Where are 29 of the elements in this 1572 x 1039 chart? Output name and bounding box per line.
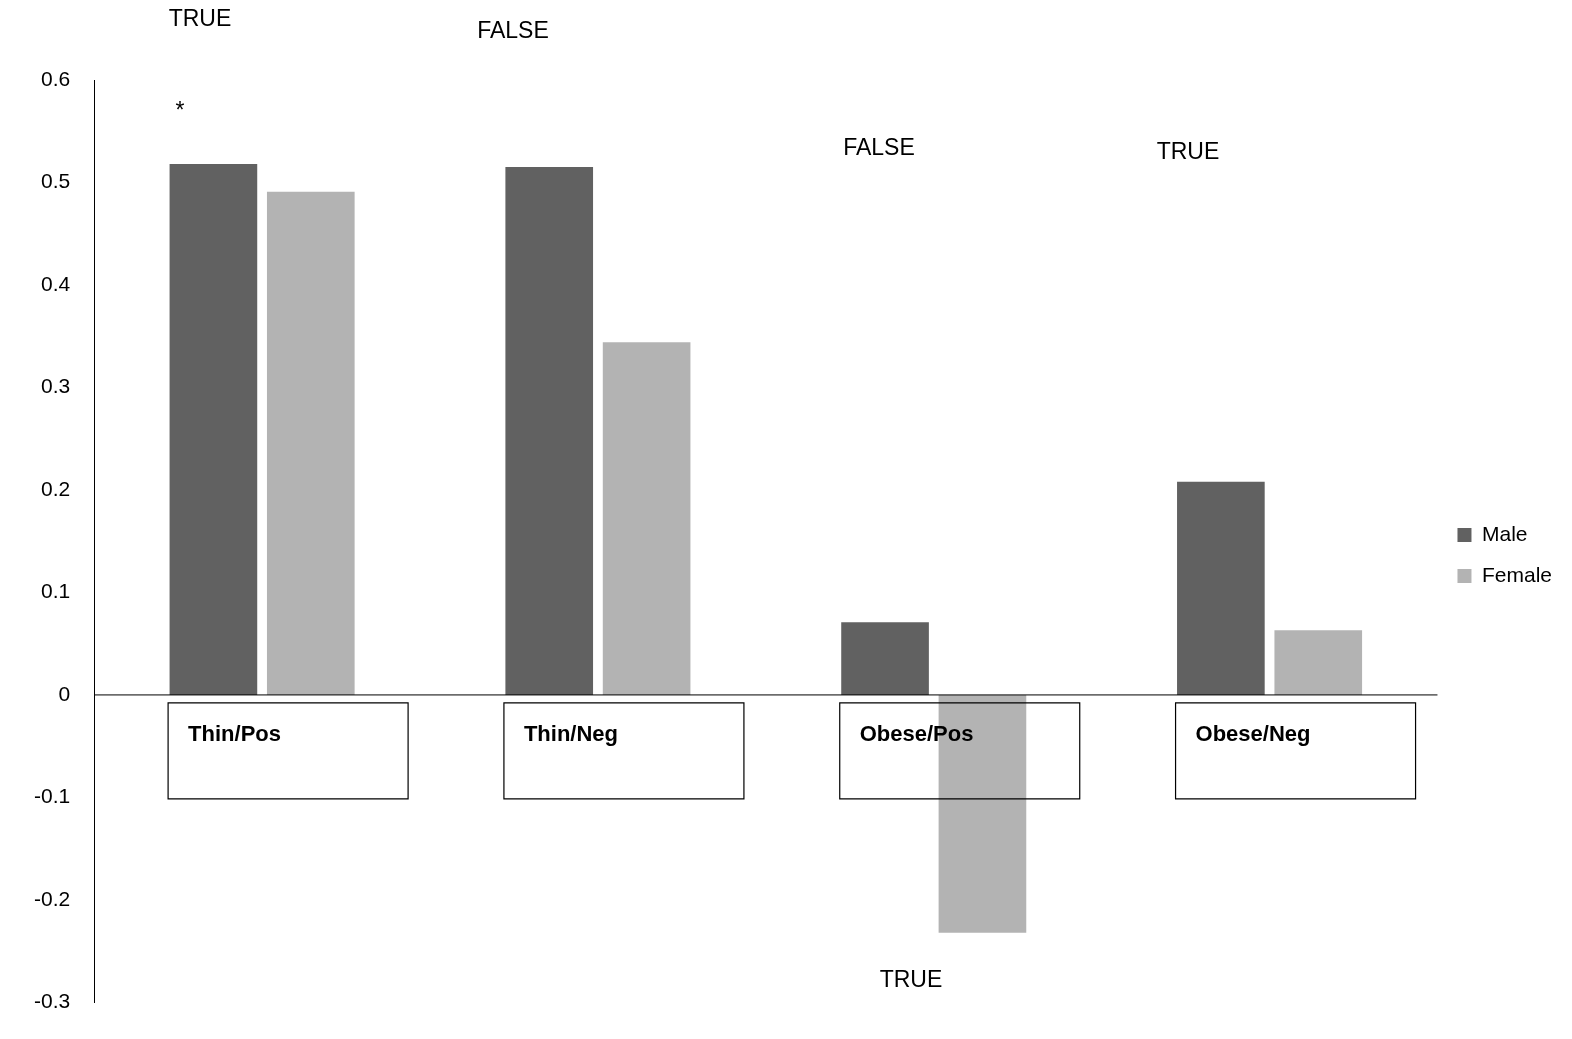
y-tick-label: -0.1: [34, 784, 71, 808]
y-tick-label: 0: [58, 681, 71, 705]
x-tick-label: Obese/Neg: [1195, 721, 1311, 746]
y-tick-label: -0.3: [34, 989, 71, 1013]
annotation: TRUE: [1156, 138, 1220, 165]
text: TRUE: [168, 5, 232, 32]
x-tick-label: Obese/Pos: [859, 721, 974, 746]
annotation: *: [175, 97, 185, 124]
legend-label: Male: [1481, 521, 1528, 545]
bar: [505, 167, 594, 695]
bar: [1177, 481, 1265, 695]
bar: [1274, 630, 1363, 695]
y-tick-label: 0.2: [40, 476, 71, 500]
y-tick-label: 0.6: [40, 66, 71, 90]
bar: [169, 164, 258, 695]
y-tick-label: -0.2: [34, 886, 71, 910]
legend-label: Female: [1481, 562, 1553, 586]
text: FALSE: [477, 17, 549, 44]
bar: [266, 191, 355, 695]
x-tick-label: Thin/Pos: [188, 721, 281, 746]
y-tick-label: 0.4: [40, 271, 71, 295]
annotation: TRUE: [879, 966, 943, 993]
x-tick-label: Thin/Neg: [523, 721, 619, 746]
y-tick-label: 0.5: [40, 169, 71, 193]
y-tick-label: 0.1: [40, 579, 71, 603]
bar: [602, 342, 691, 695]
annotation: FALSE: [843, 134, 915, 161]
bar: [841, 622, 929, 695]
y-tick-label: 0.3: [40, 374, 71, 398]
